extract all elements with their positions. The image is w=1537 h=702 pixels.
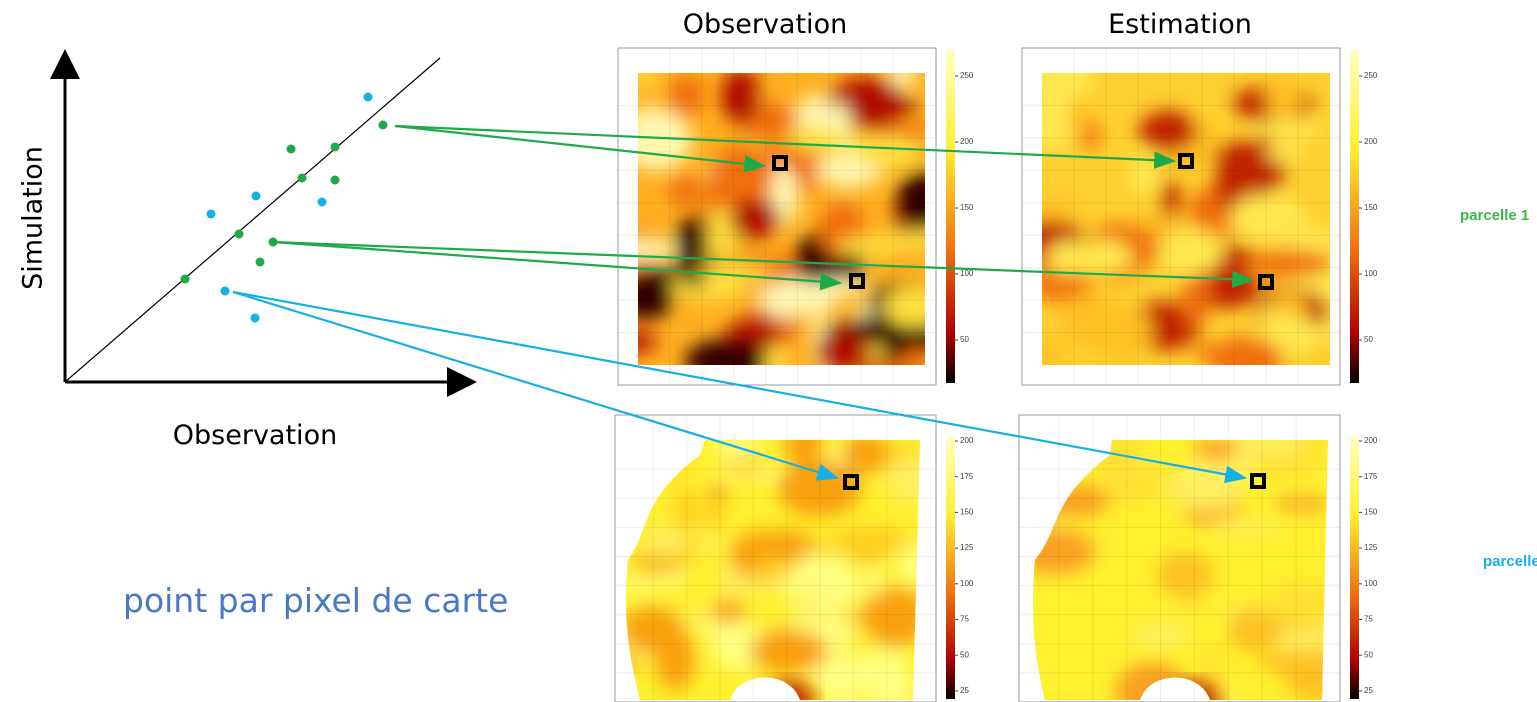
colorbar-label: 100	[960, 269, 974, 278]
point	[207, 210, 216, 219]
blob	[664, 572, 687, 585]
blob	[676, 217, 708, 274]
blob	[1194, 438, 1239, 461]
colorbar-label: 25	[960, 686, 969, 695]
blob	[753, 559, 796, 579]
blob	[721, 68, 761, 124]
blob	[669, 74, 704, 118]
blob	[897, 171, 947, 231]
colorbar-label: 200	[960, 137, 974, 146]
heatmap	[1012, 46, 1354, 385]
colorbar-label: 150	[960, 508, 974, 517]
colorbar-label: 150	[1364, 203, 1378, 212]
blob	[1273, 497, 1331, 511]
point	[251, 314, 260, 323]
x-axis-label: Observation	[173, 420, 337, 451]
blob	[831, 526, 910, 557]
point	[256, 258, 265, 267]
colorbar	[946, 437, 955, 699]
blob	[1058, 293, 1120, 346]
blob	[720, 561, 737, 601]
blob	[698, 536, 728, 548]
column-header: Estimation	[1108, 9, 1252, 40]
blob	[620, 607, 684, 653]
map-panel: 250 200 150 100 50	[600, 48, 974, 388]
colorbar-label: 75	[1364, 615, 1373, 624]
colorbar-label: 25	[1364, 686, 1373, 695]
colorbar-label: 75	[960, 615, 969, 624]
heatmap	[600, 57, 948, 388]
blob	[729, 198, 780, 238]
point	[287, 145, 296, 154]
colorbar-label: 200	[1364, 436, 1378, 445]
colorbar-label: 100	[1364, 579, 1378, 588]
map-panel: 200 175 150 125 100 75 50 25	[590, 415, 974, 702]
scatter-points	[181, 93, 388, 323]
blob	[641, 528, 688, 554]
blob	[1265, 144, 1302, 162]
blob	[712, 144, 775, 202]
blob	[668, 176, 704, 206]
blob	[1158, 229, 1222, 275]
colorbar-label: 250	[960, 71, 974, 80]
point	[331, 176, 340, 185]
point	[252, 192, 261, 201]
point	[364, 93, 373, 102]
parcel-label: parcelle 2	[1483, 553, 1537, 570]
blob	[590, 578, 671, 591]
point	[181, 275, 190, 284]
y-axis-label: Simulation	[18, 146, 49, 290]
colorbar-label: 125	[960, 543, 974, 552]
colorbar	[1350, 50, 1359, 383]
blob	[1265, 76, 1302, 119]
colorbar-label: 200	[960, 436, 974, 445]
colorbar-label: 150	[1364, 508, 1378, 517]
blob	[709, 483, 727, 503]
caption: point par pixel de carte	[123, 581, 508, 620]
colorbar-label: 100	[1364, 269, 1378, 278]
identity-line	[65, 58, 440, 382]
colorbar-label: 50	[1364, 650, 1373, 659]
colorbar-label: 175	[1364, 472, 1378, 481]
point	[379, 121, 388, 130]
colorbar-label: 175	[960, 472, 974, 481]
colorbar-label: 200	[1364, 137, 1378, 146]
colorbar	[1350, 437, 1359, 699]
blob	[837, 237, 906, 255]
blob	[786, 126, 843, 151]
blob	[1248, 250, 1332, 277]
colorbar-label: 125	[1364, 543, 1378, 552]
point	[298, 174, 307, 183]
colorbar-label: 50	[960, 650, 969, 659]
blob	[861, 648, 906, 678]
parcel-label: parcelle 1	[1460, 207, 1529, 224]
blob	[857, 135, 921, 169]
point	[331, 143, 340, 152]
point	[318, 198, 327, 207]
colorbar-label: 100	[960, 579, 974, 588]
colorbar	[946, 50, 955, 383]
blob	[1139, 111, 1198, 152]
blob	[1161, 179, 1180, 219]
blob	[1077, 240, 1133, 274]
blob	[1209, 523, 1285, 536]
blob	[705, 501, 726, 531]
blob	[868, 566, 884, 595]
blob	[1157, 553, 1215, 597]
column-header: Observation	[683, 9, 847, 40]
blob	[751, 629, 827, 674]
page: {"headers": ["Observation", "Estimation"…	[0, 0, 1537, 702]
blob	[712, 599, 745, 623]
colorbar-label: 50	[960, 335, 969, 344]
map-panel: 250 200 150 100 50	[1012, 46, 1378, 385]
point	[221, 287, 230, 296]
colorbar-label: 150	[960, 203, 974, 212]
diagram: Simulation Observation point par pixel d…	[0, 0, 1537, 702]
colorbar-label: 250	[1364, 71, 1378, 80]
colorbar-label: 50	[1364, 335, 1373, 344]
map-panel: 200 175 150 125 100 75 50 25	[1005, 415, 1378, 702]
maps: 250 200 150 100 50 250 200 150 100 50 200 175 150 125…	[590, 46, 1378, 702]
point	[235, 230, 244, 239]
